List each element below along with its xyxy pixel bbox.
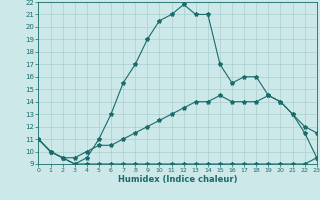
X-axis label: Humidex (Indice chaleur): Humidex (Indice chaleur) xyxy=(118,175,237,184)
